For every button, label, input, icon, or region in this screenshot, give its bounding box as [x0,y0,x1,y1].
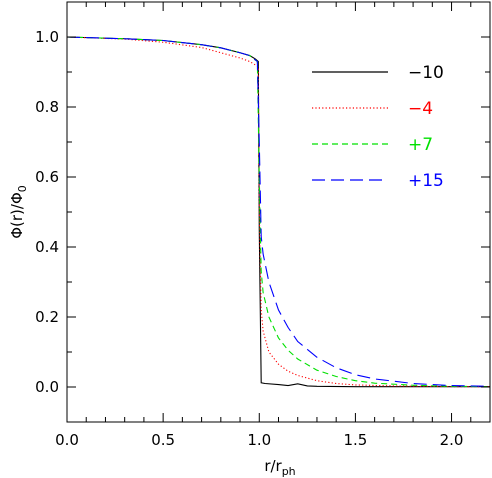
legend-label-3: +15 [408,171,444,191]
legend-label-1: −4 [408,99,433,119]
series-line-1 [66,36,490,388]
y-axis-label: Φ(r)/Φ0 [8,185,29,239]
series-line-3 [66,36,491,387]
y-tick-label-5: 1.0 [35,28,59,46]
x-axis-label-main: r/r [264,457,282,475]
series-line-0 [66,36,490,388]
series-line-2 [66,36,491,388]
x-tick-label-4: 2.0 [440,431,464,449]
x-tick-label-3: 1.5 [343,431,367,449]
axes-layer: 0.0 0.5 1.0 1.5 2.0 0.0 0.2 0.4 0.6 0.8 1.0 [35,1,491,449]
x-tick-label-0: 0.0 [55,431,79,449]
y-tick-label-0: 0.0 [35,378,59,396]
legend-label-0: −10 [408,63,444,83]
series-layer [66,36,491,388]
x-tick-label-1: 0.5 [151,431,175,449]
y-tick-label-3: 0.6 [35,168,59,186]
y-axis-label-main: Φ(r)/Φ [8,192,26,239]
x-axis-label: r/rph [264,457,295,478]
y-tick-label-1: 0.2 [35,308,59,326]
y-tick-label-2: 0.4 [35,238,59,256]
x-tick-label-2: 1.0 [247,431,271,449]
y-tick-label-4: 0.8 [35,98,59,116]
legend-label-2: +7 [408,135,433,155]
y-axis-label-subscript: 0 [16,185,29,192]
legend: −10 −4 +7 +15 [312,63,444,191]
x-axis-label-subscript: ph [282,465,296,478]
